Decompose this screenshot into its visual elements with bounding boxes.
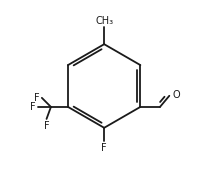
- Text: O: O: [172, 90, 180, 100]
- Text: F: F: [34, 93, 40, 103]
- Text: F: F: [44, 121, 49, 131]
- Text: F: F: [30, 101, 36, 112]
- Text: F: F: [101, 143, 107, 153]
- Text: CH₃: CH₃: [95, 16, 113, 26]
